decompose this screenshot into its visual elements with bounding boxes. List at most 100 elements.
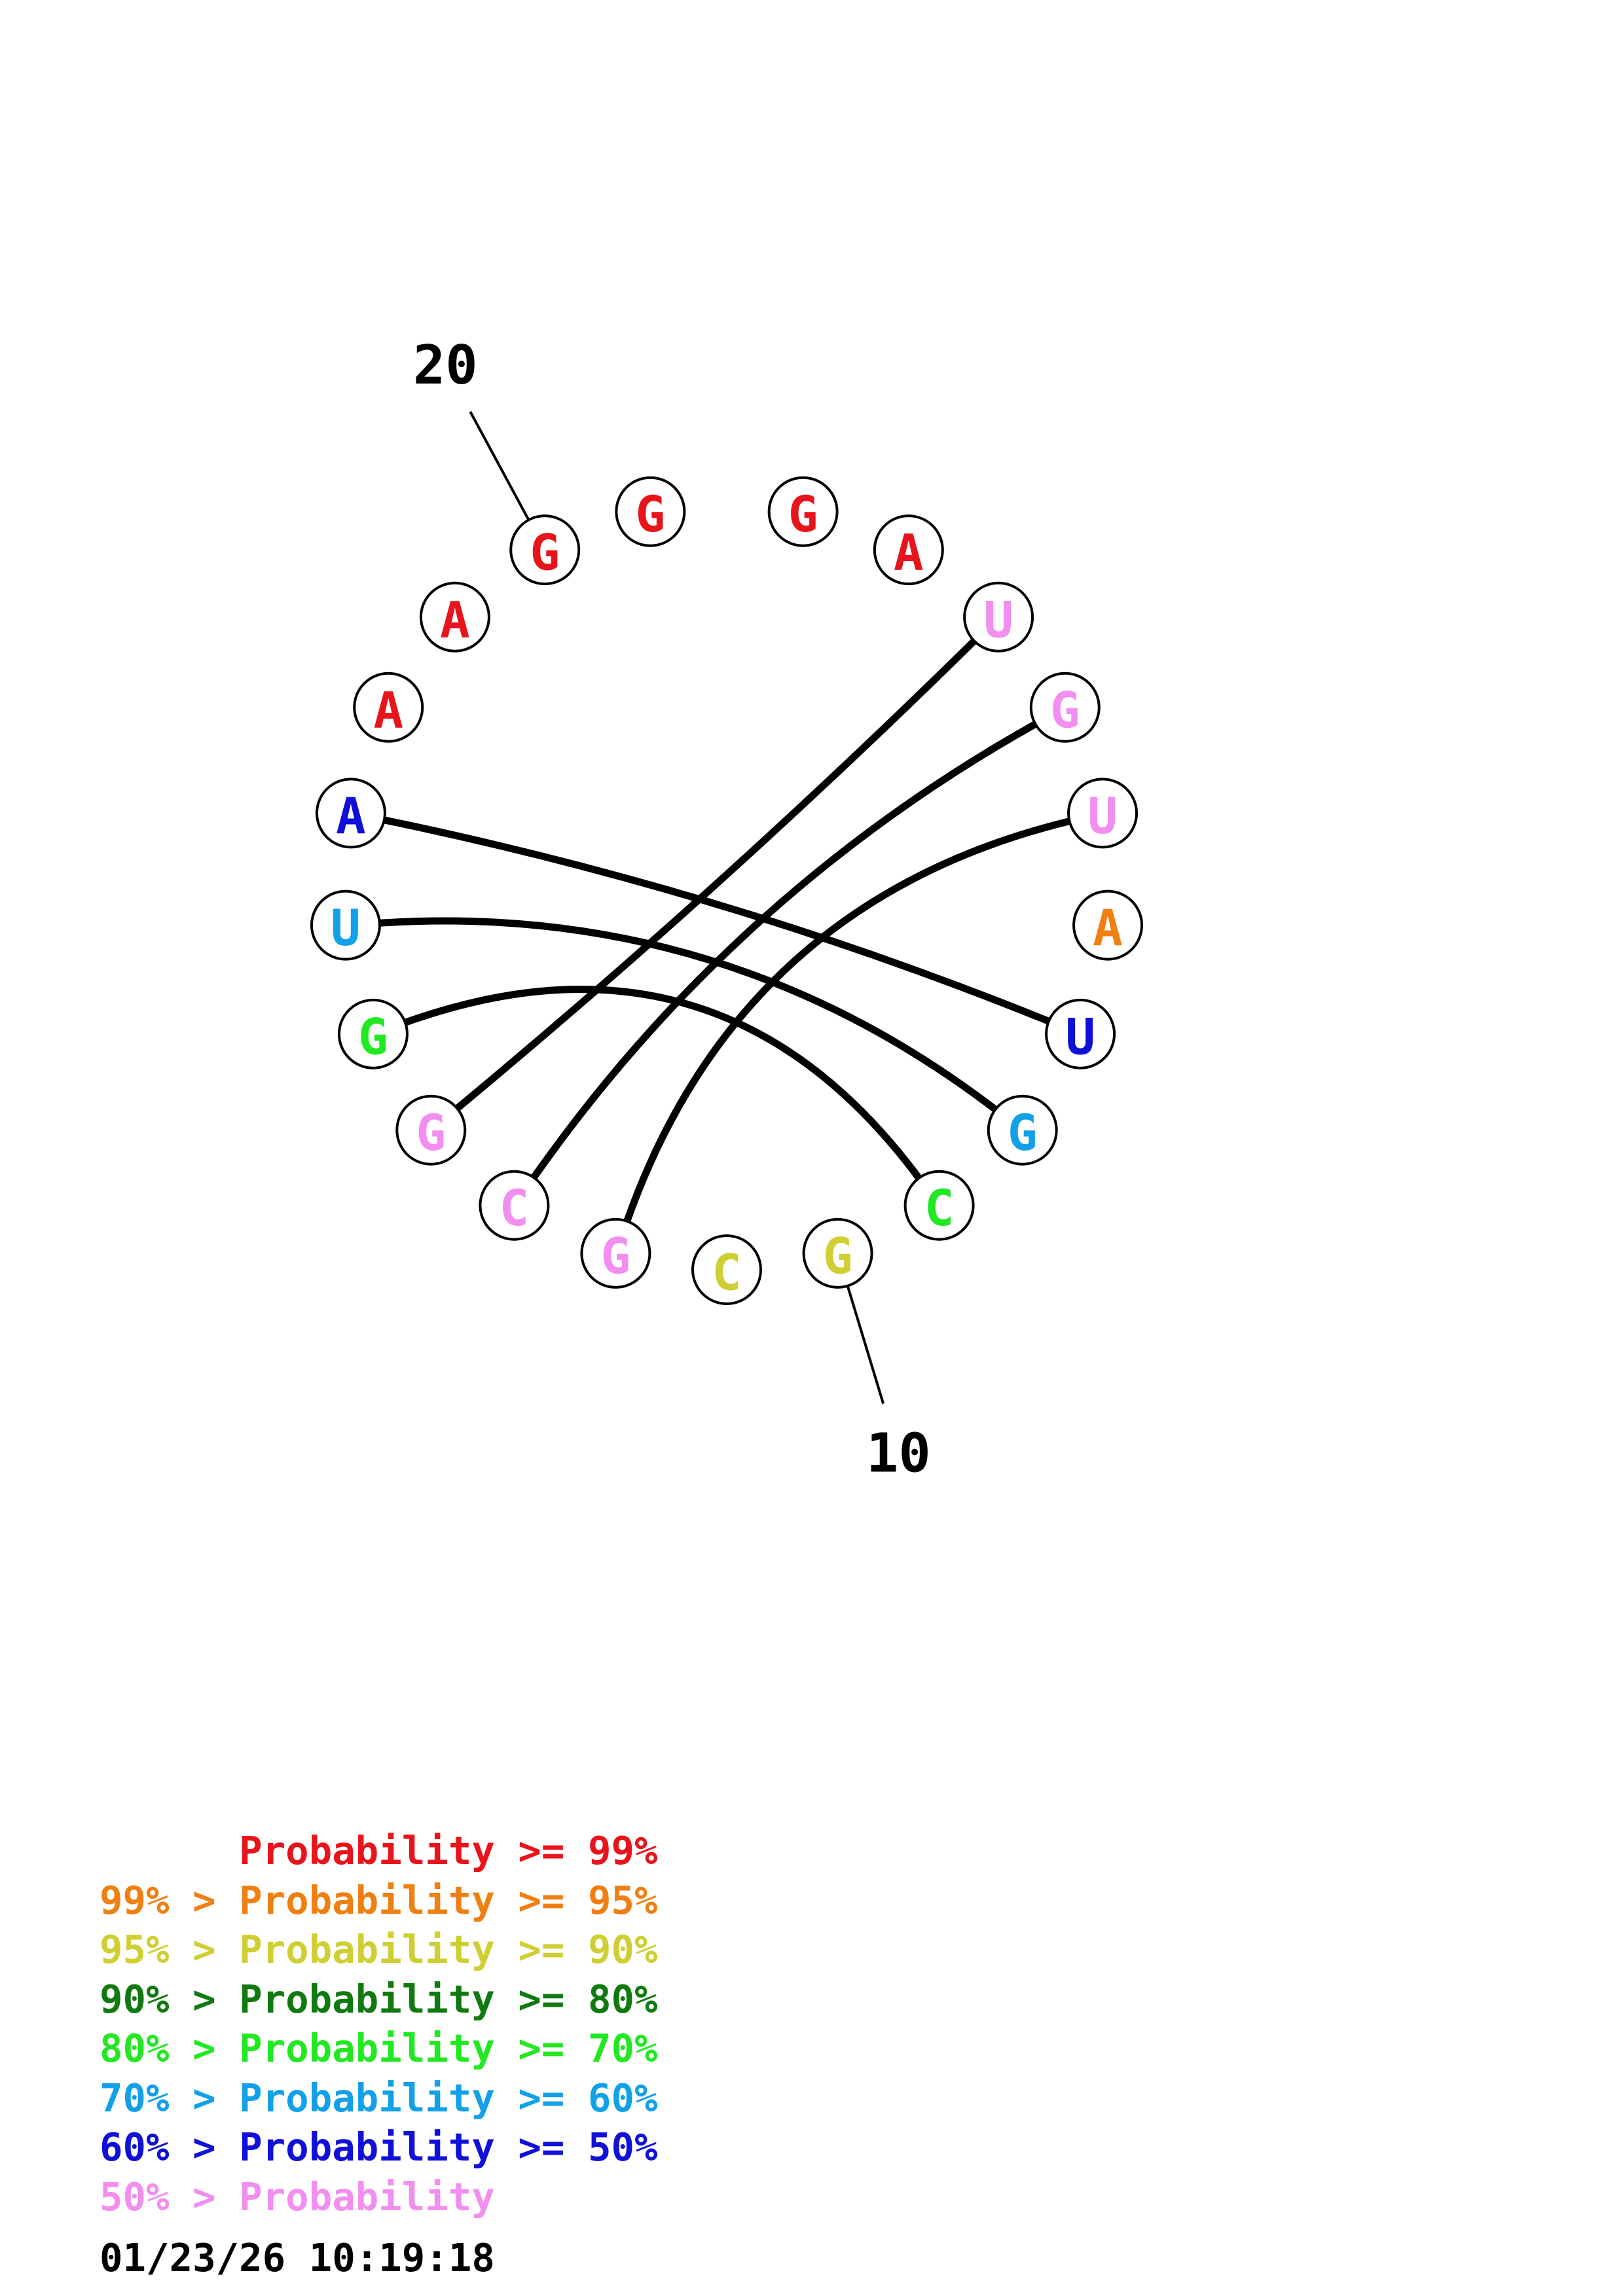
nucleotide-18: A	[353, 672, 424, 743]
nucleotide-circle	[1029, 672, 1101, 743]
nucleotide-circle	[615, 476, 686, 547]
position-label-line-20	[469, 410, 530, 521]
nucleotide-2: A	[873, 514, 944, 586]
nucleotide-circle	[580, 1217, 651, 1289]
legend-prefix: 60% >	[100, 2125, 240, 2170]
nucleotide-circle	[1045, 998, 1116, 1069]
nucleotide-20: G	[509, 514, 581, 586]
nucleotide-11: C	[691, 1234, 762, 1305]
legend-prefix: 95% >	[100, 1927, 240, 1972]
nucleotide-letter: G	[788, 485, 818, 543]
base-pair-9-15	[401, 986, 923, 1182]
nucleotide-circle	[509, 514, 581, 586]
legend-text: Probability >= 70%	[239, 2026, 658, 2071]
base-pair-8-16	[376, 917, 999, 1113]
position-label-20: 20	[413, 334, 478, 397]
position-label-line-10	[846, 1285, 885, 1405]
nucleotide-letter: A	[336, 787, 366, 845]
nucleotide-letter: G	[416, 1103, 446, 1162]
legend-prefix: 70% >	[100, 2075, 240, 2121]
nucleotide-10: G	[802, 1217, 873, 1289]
nucleotide-3: U	[963, 581, 1034, 653]
nucleotide-circle	[987, 1094, 1058, 1166]
nucleotide-circle	[337, 998, 409, 1069]
nucleotide-1: G	[767, 476, 839, 547]
nucleotide-21: G	[615, 476, 686, 547]
nucleotide-circle	[903, 1170, 975, 1241]
base-pair-7-17	[380, 816, 1053, 1025]
legend-text: Probability >= 99%	[239, 1828, 658, 1873]
legend-text: Probability >= 60%	[239, 2075, 658, 2121]
legend-prefix	[100, 1828, 239, 1873]
nucleotide-letter: C	[924, 1179, 955, 1237]
nucleotide-15: G	[337, 998, 409, 1069]
legend-text: Probability >= 95%	[239, 1877, 658, 1923]
nucleotide-letter: G	[1008, 1103, 1038, 1162]
legend-row: 99% > Probability >= 95%	[100, 1876, 658, 1926]
legend-prefix: 50% >	[100, 2174, 240, 2219]
nucleotide-circle	[419, 581, 490, 653]
legend-prefix: 80% >	[100, 2026, 240, 2071]
nucleotide-circle	[315, 778, 386, 849]
nucleotide-letter: U	[1065, 1007, 1095, 1066]
nucleotide-letter: G	[823, 1227, 853, 1285]
legend-row: 70% > Probability >= 60%	[100, 2073, 658, 2123]
nucleotide-circle	[767, 476, 839, 547]
legend-row: Probability >= 99%	[100, 1826, 658, 1876]
nucleotide-letter: G	[530, 524, 560, 582]
nucleotide-letter: G	[1050, 681, 1080, 739]
nucleotide-7: U	[1045, 998, 1116, 1069]
legend-prefix: 99% >	[100, 1877, 240, 1923]
nucleotide-letter: A	[373, 681, 403, 739]
nucleotide-17: A	[315, 778, 386, 849]
nucleotide-4: G	[1029, 672, 1101, 743]
nucleotide-letter: G	[635, 485, 665, 543]
legend-row: 60% > Probability >= 50%	[100, 2123, 658, 2172]
nucleotide-12: G	[580, 1217, 651, 1289]
base-pair-3-14	[453, 637, 978, 1112]
position-labels: 10 20	[413, 334, 931, 1485]
nucleotide-14: G	[395, 1094, 467, 1166]
legend-row: 95% > Probability >= 90%	[100, 1925, 658, 1975]
nucleotide-13: C	[479, 1170, 550, 1241]
nucleotide-letter: A	[440, 590, 470, 649]
legend-text: Probability	[239, 2174, 495, 2219]
base-pair-4-13	[530, 720, 1039, 1181]
nucleotide-9: C	[903, 1170, 975, 1241]
nucleotide-circle	[873, 514, 944, 586]
nucleotide-letter: A	[1093, 899, 1123, 957]
nucleotide-circle	[310, 889, 381, 961]
probability-legend: Probability >= 99% 99% > Probability >= 9…	[100, 1826, 658, 2221]
nucleotide-circle	[353, 672, 424, 743]
nucleotide-5: U	[1067, 778, 1139, 849]
nucleotide-letter: C	[712, 1244, 742, 1302]
nucleotide-circle	[1072, 889, 1144, 961]
legend-text: Probability >= 50%	[239, 2125, 658, 2170]
legend-row: 90% > Probability >= 80%	[100, 1975, 658, 2024]
nucleotide-letter: G	[601, 1227, 631, 1285]
legend-row: 80% > Probability >= 70%	[100, 2024, 658, 2073]
nucleotide-letter: C	[500, 1179, 530, 1237]
nucleotide-circle	[479, 1170, 550, 1241]
legend-text: Probability >= 80%	[239, 1976, 658, 2022]
nucleotide-6: A	[1072, 889, 1144, 961]
nucleotide-circle	[1067, 778, 1139, 849]
nucleotide-circle	[691, 1234, 762, 1305]
legend-row: 50% > Probability	[100, 2172, 658, 2222]
legend-text: Probability >= 90%	[239, 1927, 658, 1972]
nucleotide-letter: A	[894, 524, 924, 582]
base-pair-5-12	[623, 817, 1074, 1225]
position-label-10: 10	[866, 1423, 931, 1485]
nucleotide-16: U	[310, 889, 381, 961]
nucleotide-circle	[802, 1217, 873, 1289]
nucleotide-letter: G	[358, 1007, 388, 1066]
nucleotide-letter: U	[331, 899, 361, 957]
nucleotide-circle	[395, 1094, 467, 1166]
nucleotide-circle	[963, 581, 1034, 653]
nucleotide-letter: U	[1087, 787, 1118, 845]
nucleotide-letter: U	[983, 590, 1013, 649]
nucleotide-19: A	[419, 581, 490, 653]
